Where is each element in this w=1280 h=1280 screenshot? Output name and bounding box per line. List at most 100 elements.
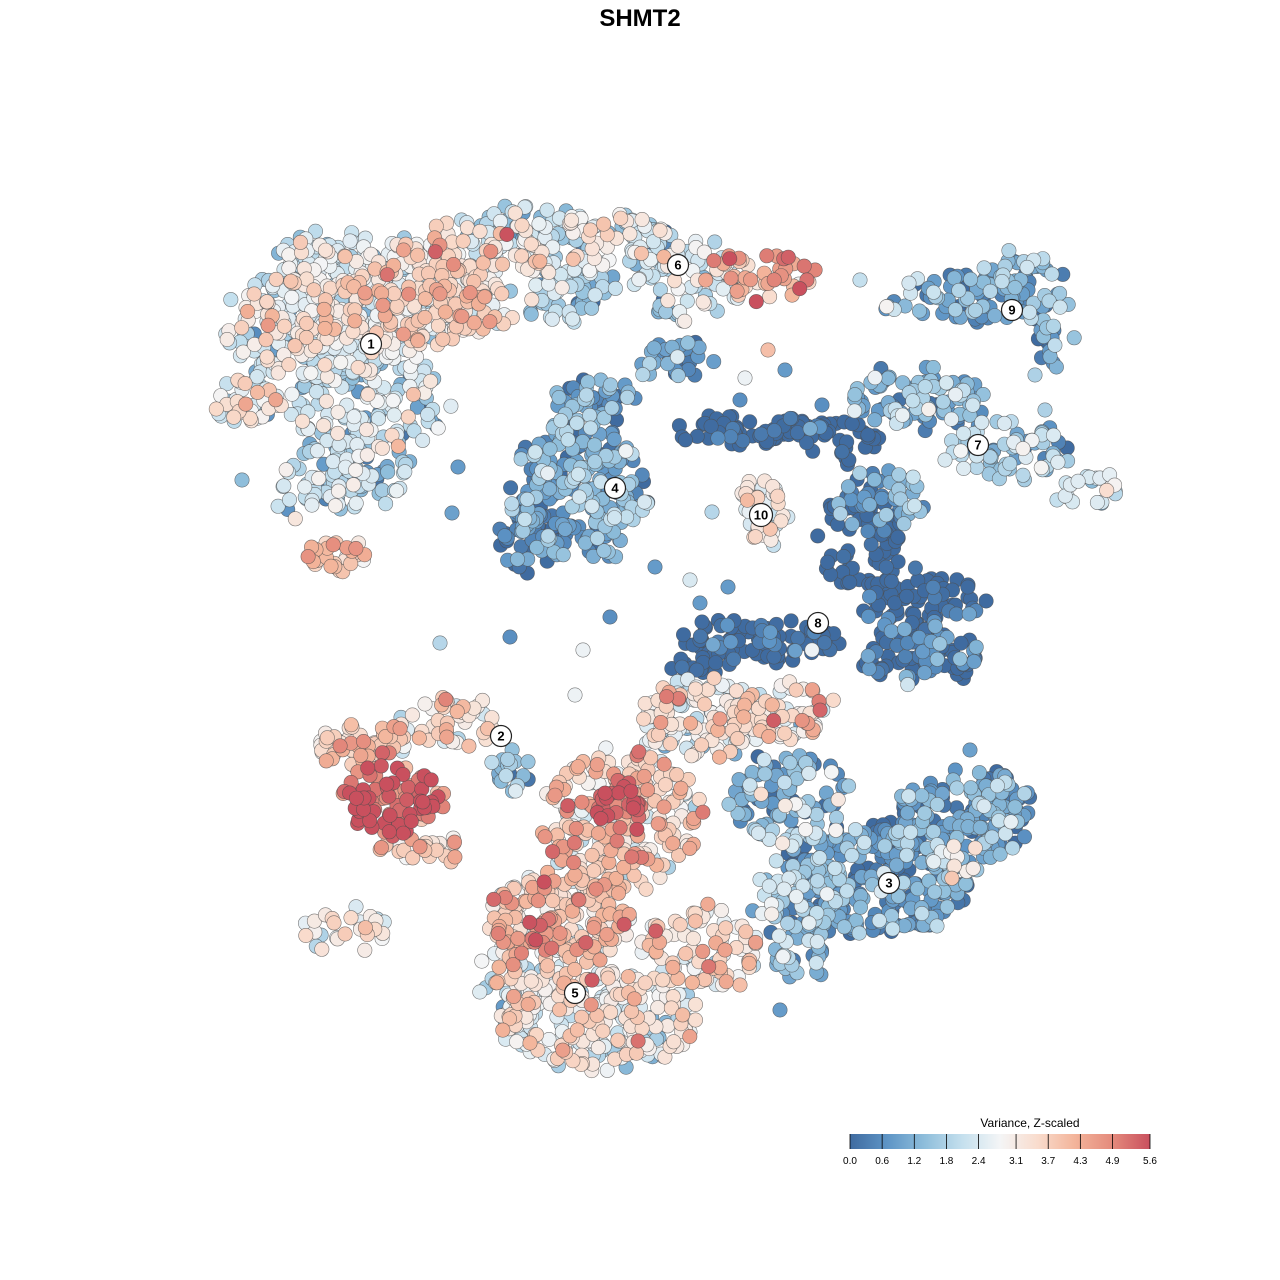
data-point: [603, 1004, 619, 1020]
data-point: [901, 275, 917, 291]
data-point: [722, 251, 738, 267]
data-point: [636, 711, 652, 727]
data-point: [764, 906, 780, 922]
data-point: [357, 285, 373, 301]
data-point: [762, 624, 778, 640]
data-point: [860, 648, 876, 664]
data-point: [566, 835, 582, 851]
data-point: [687, 996, 703, 1012]
data-point: [281, 357, 297, 373]
data-point: [852, 272, 868, 288]
data-point: [863, 536, 879, 552]
data-point: [374, 745, 390, 761]
data-point: [996, 415, 1012, 431]
data-point: [960, 579, 976, 595]
colorbar-tick-label: 5.6: [1143, 1156, 1157, 1167]
data-point: [729, 283, 745, 299]
data-point: [841, 778, 857, 794]
data-point: [710, 430, 726, 446]
data-point: [587, 437, 603, 453]
data-point: [883, 623, 899, 639]
data-point: [780, 249, 796, 265]
data-point: [929, 651, 945, 667]
data-point: [971, 765, 987, 781]
data-point: [844, 416, 860, 432]
data-point: [812, 702, 828, 718]
data-point: [454, 308, 470, 324]
data-point: [822, 567, 838, 583]
data-point: [613, 210, 629, 226]
data-point: [900, 677, 916, 693]
data-point: [866, 472, 882, 488]
data-point: [770, 488, 786, 504]
data-point: [1021, 304, 1037, 320]
data-point: [652, 223, 668, 239]
data-point: [860, 608, 876, 624]
data-point: [687, 681, 703, 697]
data-point: [357, 920, 373, 936]
data-point: [948, 606, 964, 622]
data-point: [789, 425, 805, 441]
data-point: [523, 236, 539, 252]
data-point: [356, 733, 372, 749]
data-point: [878, 559, 894, 575]
data-point: [659, 689, 675, 705]
data-point: [461, 738, 477, 754]
data-point: [373, 840, 389, 856]
cluster-label-text: 1: [367, 337, 374, 352]
data-point: [672, 917, 688, 933]
data-point: [820, 554, 836, 570]
data-point: [489, 975, 505, 991]
data-point: [691, 791, 707, 807]
data-point: [330, 425, 346, 441]
data-point: [595, 1023, 611, 1039]
data-point: [1066, 330, 1082, 346]
data-point: [281, 492, 297, 508]
data-point: [965, 860, 981, 876]
data-point: [631, 272, 647, 288]
data-point: [578, 935, 594, 951]
data-point: [639, 782, 655, 798]
cluster-label: 5: [563, 981, 587, 1005]
data-point: [673, 780, 689, 796]
data-point: [890, 529, 906, 545]
data-point: [574, 1009, 590, 1025]
data-point: [946, 858, 962, 874]
data-point: [915, 644, 931, 660]
data-point: [333, 354, 349, 370]
data-point: [723, 270, 739, 286]
data-point: [847, 387, 863, 403]
data-point: [389, 298, 405, 314]
data-point: [568, 820, 584, 836]
data-point: [678, 946, 694, 962]
data-point: [596, 543, 612, 559]
data-point: [316, 418, 332, 434]
data-point: [592, 952, 608, 968]
data-point: [825, 692, 841, 708]
data-point: [569, 1022, 585, 1038]
colorbar-tick-label: 3.1: [1009, 1156, 1023, 1167]
data-point: [766, 423, 782, 439]
data-point: [851, 925, 867, 941]
data-point: [963, 271, 979, 287]
data-point: [609, 833, 625, 849]
data-point: [510, 930, 526, 946]
data-point: [1016, 786, 1032, 802]
data-point: [867, 412, 883, 428]
data-point: [720, 579, 736, 595]
colorbar-tick-label: 1.8: [939, 1156, 953, 1167]
data-point: [1019, 259, 1035, 275]
data-point: [656, 756, 672, 772]
data-point: [747, 529, 763, 545]
data-point: [925, 824, 941, 840]
data-point: [287, 511, 303, 527]
data-point: [625, 800, 641, 816]
data-point: [578, 387, 594, 403]
data-point: [590, 825, 606, 841]
data-point: [540, 465, 556, 481]
data-point: [783, 613, 799, 629]
data-point: [430, 318, 446, 334]
data-point: [477, 289, 493, 305]
data-point: [1045, 318, 1061, 334]
data-point: [226, 409, 242, 425]
